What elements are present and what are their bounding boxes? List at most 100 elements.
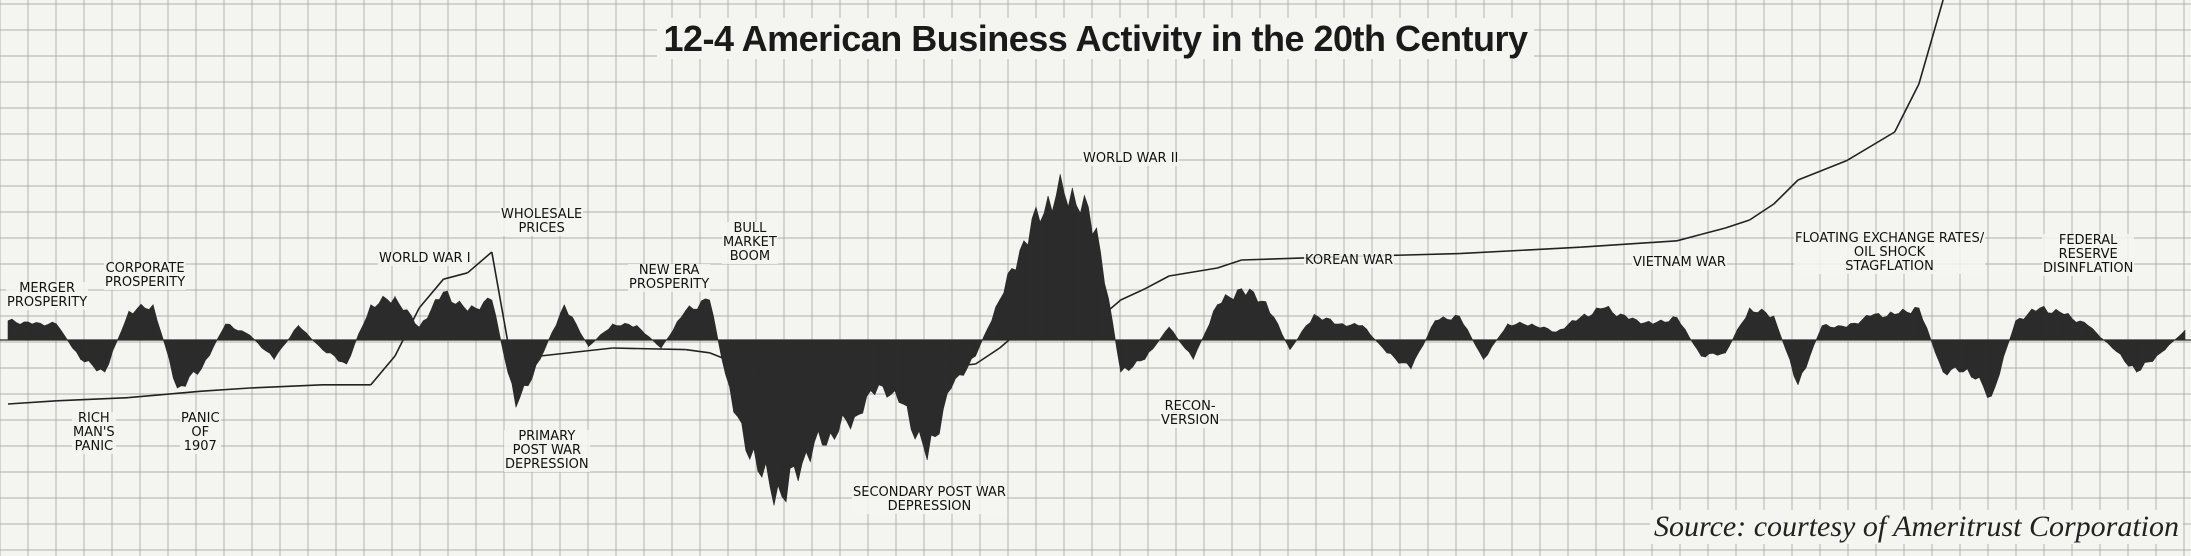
activity-area-segment [1967, 339, 1992, 398]
activity-area-segment [56, 323, 81, 361]
wholesale-price-line-segment [56, 396, 129, 402]
activity-area-segment [104, 311, 130, 373]
activity-area-segment [1507, 321, 1533, 341]
activity-area-segment [612, 322, 638, 341]
wholesale-price-line-segment [7, 400, 57, 405]
wholesale-price-line-segment [249, 384, 323, 389]
activity-area-segment [1096, 227, 1121, 373]
activity-area-segment [636, 324, 662, 349]
annotation-federal-reserve-disinflation: FEDERAL RESERVE DISINFLATION [2042, 233, 2135, 276]
annotation-merger-prosperity: MERGER PROSPERITY [6, 281, 89, 310]
activity-area-segment [2112, 339, 2137, 374]
activity-area-segment [1434, 314, 1460, 341]
annotation-floating-exchange-rates: FLOATING EXCHANGE RATES/ OIL SHOCK STAGF… [1794, 231, 1986, 274]
activity-area-segment [1313, 313, 1339, 341]
activity-area-segment [1628, 317, 1654, 341]
wholesale-price-line-segment [418, 278, 445, 309]
activity-area-segment [1749, 307, 1775, 341]
wholesale-price-line-segment [1893, 83, 1920, 133]
activity-area-segment [2160, 329, 2186, 354]
activity-area-segment [1241, 287, 1267, 341]
activity-area-segment [1193, 303, 1218, 360]
activity-area-segment [467, 297, 493, 341]
annotation-wholesale-prices: WHOLESALE PRICES [500, 207, 584, 236]
activity-area-segment [128, 303, 154, 341]
activity-area-segment [1265, 301, 1291, 350]
activity-area-segment [322, 339, 347, 365]
activity-area-segment [1217, 288, 1242, 341]
wholesale-price-line-segment [128, 390, 202, 399]
wholesale-price-line-segment [370, 355, 396, 386]
annotation-world-war-2: WORLD WAR II [1082, 151, 1180, 166]
wholesale-price-line-segment [1725, 219, 1750, 229]
activity-area-segment [1821, 323, 1847, 341]
annotation-panic-1907: PANIC OF 1907 [180, 411, 221, 454]
activity-area-segment [1072, 187, 1097, 341]
activity-area-segment [1652, 316, 1678, 341]
activity-area-segment [805, 339, 831, 463]
activity-area-segment [515, 339, 541, 408]
activity-area-segment [757, 339, 783, 506]
activity-area-segment [1676, 316, 1702, 358]
wholesale-price-line-segment [201, 387, 250, 392]
annotation-bull-market-boom: BULL MARKET BOOM [722, 221, 778, 264]
activity-area-segment [1483, 322, 1508, 360]
activity-area-segment [201, 323, 226, 369]
activity-area-segment [1362, 324, 1388, 354]
activity-area-segment [297, 324, 323, 351]
wholesale-price-line-segment [1459, 246, 1581, 255]
wholesale-price-line-segment [1797, 160, 1847, 181]
activity-area-segment [443, 290, 468, 341]
annotation-vietnam-war: VIETNAM WAR [1632, 255, 1727, 270]
activity-area-segment [684, 298, 710, 341]
wholesale-price-line-segment [540, 347, 613, 357]
activity-area-segment [1797, 325, 1823, 385]
wholesale-price-line-segment [1580, 240, 1678, 248]
activity-area-segment [2039, 305, 2065, 341]
source-credit: Source: courtesy of Ameritrust Corporati… [1650, 510, 2183, 544]
wholesale-price-line-segment [1773, 179, 1799, 205]
activity-area-segment [781, 339, 807, 503]
annotation-reconversion: RECON- VERSION [1160, 399, 1221, 428]
wholesale-price-line-segment [685, 348, 710, 354]
activity-area-segment [1338, 322, 1363, 341]
activity-area-segment [249, 334, 275, 361]
wholesale-price-line-segment [467, 251, 493, 274]
activity-area-segment [902, 339, 928, 461]
wholesale-price-line-segment [1749, 203, 1775, 221]
activity-area-segment [1144, 326, 1170, 361]
activity-area-segment [733, 339, 759, 472]
activity-area-segment [926, 339, 952, 461]
activity-area-segment [1459, 315, 1484, 361]
activity-area-segment [1725, 307, 1750, 354]
activity-area-segment [878, 339, 904, 405]
wholesale-price-line-segment [1700, 227, 1726, 236]
wholesale-price-line-segment [1120, 288, 1146, 301]
activity-area-segment [709, 299, 735, 413]
annotation-corporate-prosperity: CORPORATE PROSPERITY [104, 261, 187, 290]
activity-area-segment [273, 324, 299, 361]
activity-area-segment [854, 339, 880, 418]
activity-area-segment [1386, 339, 1412, 370]
activity-area-segment [1846, 314, 1871, 341]
activity-area-segment [7, 318, 33, 341]
wholesale-price-line-segment [443, 272, 468, 280]
activity-area-segment [1289, 314, 1315, 351]
activity-area-segment [1023, 195, 1049, 341]
annotation-world-war-1: WORLD WAR I [378, 251, 472, 266]
activity-area-segment [1942, 339, 1968, 376]
activity-area-segment [539, 304, 565, 360]
annotation-new-era-prosperity: NEW ERA PROSPERITY [628, 263, 711, 292]
activity-area-segment [2063, 313, 2089, 341]
chart-title: 12-4 American Business Activity in the 2… [0, 18, 2191, 60]
activity-area-segment [660, 310, 686, 350]
activity-area-segment [999, 240, 1025, 341]
wholesale-price-line-segment [1168, 267, 1218, 277]
activity-area-segment [152, 304, 178, 389]
wholesale-price-line-segment [1676, 233, 1702, 242]
activity-area-segment [975, 298, 1001, 357]
annotation-primary-post-war-depression: PRIMARY POST WAR DEPRESSION [504, 429, 590, 472]
activity-area-segment [1580, 307, 1605, 341]
activity-area-segment [2015, 307, 2041, 341]
